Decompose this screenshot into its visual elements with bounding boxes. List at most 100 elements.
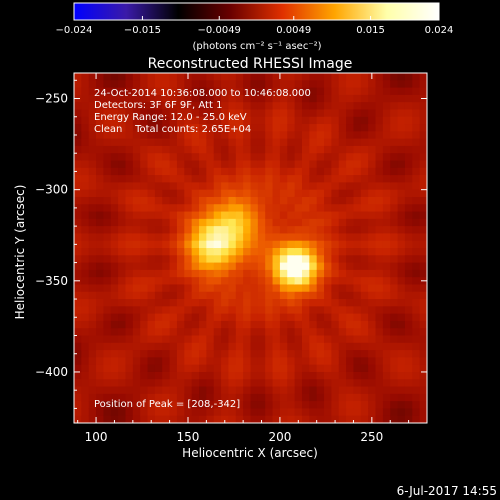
heatmap-cell — [96, 320, 105, 329]
heatmap-cell — [375, 379, 384, 388]
heatmap-cell — [360, 102, 369, 111]
heatmap-cell — [353, 233, 362, 242]
heatmap-cell — [265, 408, 274, 417]
heatmap-cell — [184, 145, 193, 154]
heatmap-cell — [132, 248, 141, 256]
heatmap-cell — [81, 313, 90, 322]
heatmap-cell — [279, 401, 288, 410]
heatmap-cell — [235, 357, 244, 366]
heatmap-cell — [132, 124, 141, 132]
heatmap-cell — [294, 364, 303, 373]
heatmap-cell — [81, 124, 90, 132]
heatmap-cell — [96, 196, 105, 205]
heatmap-cell — [368, 277, 377, 286]
heatmap-cell — [154, 211, 163, 220]
heatmap-cell — [140, 277, 149, 286]
heatmap-cell — [154, 80, 163, 89]
heatmap-cell — [412, 124, 421, 132]
colorbar-ticks: −0.024 −0.015 −0.0049 0.0049 0.015 0.024 — [55, 16, 453, 36]
heatmap-cell — [404, 218, 413, 227]
heatmap-cell — [309, 320, 318, 329]
heatmap-cell — [103, 131, 112, 140]
heatmap-cell — [390, 189, 399, 198]
heatmap-cell — [132, 189, 141, 198]
heatmap-cell — [346, 138, 355, 147]
heatmap-cell — [324, 109, 332, 118]
heatmap-cell — [294, 306, 303, 315]
heatmap-cell — [96, 255, 105, 264]
heatmap-cell — [235, 328, 244, 337]
heatmap-cell — [81, 357, 90, 366]
heatmap-cell — [397, 415, 406, 423]
heatmap-cell — [412, 415, 421, 423]
heatmap-cell — [375, 138, 384, 147]
heatmap-cell — [272, 299, 281, 307]
heatmap-cell — [103, 284, 112, 293]
heatmap-cell — [346, 408, 355, 417]
heatmap-cell — [110, 401, 119, 410]
y-tick-label: −300 — [35, 183, 68, 197]
heatmap-cell — [184, 109, 193, 118]
heatmap-cell — [397, 277, 406, 286]
heatmap-cell — [250, 277, 259, 286]
heatmap-cell — [353, 160, 362, 169]
heatmap-cell — [346, 175, 355, 183]
heatmap-cell — [368, 379, 377, 388]
heatmap-cell — [88, 408, 97, 417]
heatmap-cell — [309, 175, 318, 183]
heatmap-cell — [162, 379, 171, 388]
heatmap-cell — [88, 226, 97, 235]
heatmap-cell — [375, 393, 384, 402]
heatmap-cell — [324, 415, 332, 423]
heatmap-cell — [147, 248, 156, 256]
heatmap-cell — [324, 306, 332, 315]
heatmap-cell — [140, 371, 149, 380]
heatmap-cell — [96, 364, 105, 373]
heatmap-cell — [118, 153, 127, 162]
heatmap-cell — [382, 73, 391, 81]
heatmap-cell — [346, 393, 355, 402]
heatmap-cell — [316, 233, 325, 242]
heatmap-cell — [243, 357, 252, 366]
heatmap-cell — [191, 124, 200, 132]
heatmap-cell — [176, 102, 185, 111]
heatmap-cell — [294, 269, 303, 278]
heatmap-cell — [316, 364, 325, 373]
heatmap-cell — [96, 277, 105, 286]
heatmap-cell — [419, 240, 427, 249]
heatmap-cell — [199, 255, 207, 264]
heatmap-cell — [316, 80, 325, 89]
heatmap-cell — [103, 401, 112, 410]
heatmap-cell — [176, 262, 185, 271]
heatmap-cell — [419, 408, 427, 417]
heatmap-cell — [74, 328, 82, 337]
heatmap-cell — [96, 313, 105, 322]
heatmap-cell — [309, 371, 318, 380]
heatmap-cell — [132, 226, 141, 235]
heatmap-cell — [103, 320, 112, 329]
heatmap-cell — [88, 386, 97, 395]
heatmap-cell — [346, 350, 355, 358]
heatmap-cell — [118, 408, 127, 417]
heatmap-cell — [191, 386, 200, 395]
heatmap-cell — [353, 73, 362, 81]
heatmap-cell — [301, 284, 310, 293]
heatmap-cell — [331, 153, 340, 162]
heatmap-cell — [301, 196, 310, 205]
heatmap-cell — [294, 196, 303, 205]
heatmap-cell — [412, 284, 421, 293]
heatmap-cell — [184, 196, 193, 205]
heatmap-cell — [162, 73, 171, 81]
heatmap-cell — [118, 262, 127, 271]
heatmap-cell — [103, 189, 112, 198]
heatmap-cell — [140, 335, 149, 344]
heatmap-cell — [250, 189, 259, 198]
heatmap-cell — [74, 364, 82, 373]
heatmap-cell — [199, 211, 207, 220]
heatmap-cell — [338, 233, 347, 242]
heatmap-cell — [235, 284, 244, 293]
heatmap-cell — [213, 153, 222, 162]
heatmap-cell — [419, 328, 427, 337]
heatmap-cell — [412, 233, 421, 242]
heatmap-cell — [382, 233, 391, 242]
